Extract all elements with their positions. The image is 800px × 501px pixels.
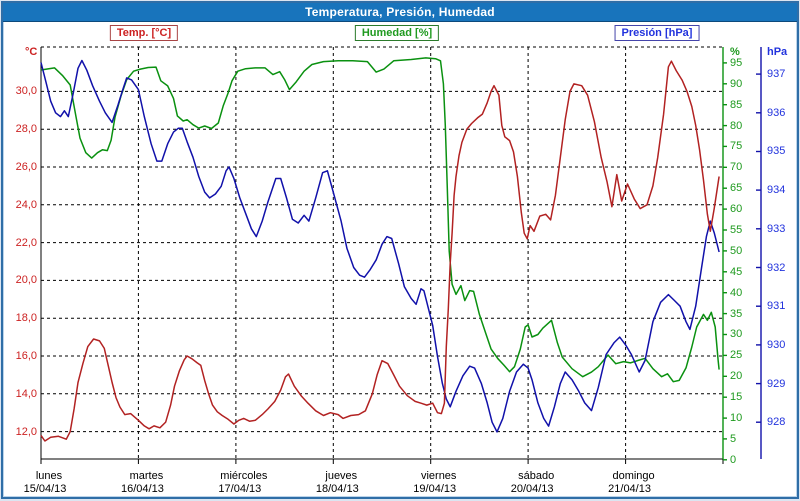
humidity-tick-label: 25	[730, 349, 743, 362]
pressure-tick-label: 929	[767, 377, 786, 390]
window-title: Temperatura, Presión, Humedad	[3, 3, 797, 22]
humidity-axis-unit: %	[730, 46, 740, 58]
humidity-tick-label: 20	[730, 370, 743, 383]
humidity-tick-label: 65	[730, 182, 743, 195]
day-name-label: viernes	[420, 470, 457, 482]
pressure-tick-label: 932	[767, 261, 786, 274]
humidity-tick-label: 30	[730, 328, 743, 341]
pressure-tick-label: 934	[767, 184, 786, 197]
temp-series-line	[40, 60, 720, 442]
temp-axis-unit: °C	[25, 46, 38, 58]
humidity-tick-label: 50	[730, 244, 743, 257]
humidity-tick-label: 40	[730, 286, 743, 299]
legend-temp: Temp. [°C]	[109, 25, 179, 41]
legend-humidity: Humedad [%]	[354, 25, 440, 41]
temp-tick-label: 16,0	[15, 350, 37, 362]
pressure-series-line	[40, 59, 720, 433]
chart-plot-area	[40, 46, 762, 464]
pressure-tick-label: 930	[767, 338, 786, 351]
humidity-tick-label: 0	[730, 453, 737, 466]
temp-tick-label: 26,0	[15, 161, 37, 173]
pressure-tick-label: 936	[767, 106, 786, 119]
day-date-label: 15/04/13	[23, 483, 67, 495]
day-date-label: 20/04/13	[510, 483, 554, 495]
day-name-label: miércoles	[220, 470, 268, 482]
day-date-label: 17/04/13	[218, 483, 262, 495]
pressure-tick-label: 933	[767, 222, 786, 235]
temp-tick-label: 28,0	[15, 123, 37, 136]
day-name-label: martes	[129, 470, 164, 482]
pressure-tick-label: 935	[767, 145, 786, 158]
temp-tick-label: 30,0	[15, 85, 37, 98]
humidity-tick-label: 75	[730, 140, 743, 153]
humidity-tick-label: 15	[730, 391, 743, 404]
pressure-axis-unit: hPa	[767, 46, 788, 58]
legend-pressure: Presión [hPa]	[614, 25, 700, 41]
temp-tick-label: 22,0	[15, 236, 37, 249]
temp-tick-label: 18,0	[15, 312, 37, 325]
temp-tick-label: 20,0	[15, 274, 37, 287]
day-name-label: domingo	[612, 470, 655, 482]
humidity-tick-label: 5	[730, 432, 737, 445]
humidity-tick-label: 85	[730, 98, 743, 111]
pressure-tick-label: 928	[767, 416, 786, 429]
humidity-series-line	[40, 57, 720, 383]
humidity-tick-label: 60	[730, 203, 743, 216]
humidity-tick-label: 35	[730, 307, 743, 320]
temp-tick-label: 12,0	[15, 425, 37, 438]
humidity-tick-label: 70	[730, 161, 743, 174]
day-date-label: 18/04/13	[315, 483, 359, 495]
humidity-tick-label: 10	[730, 412, 743, 425]
day-name-label: jueves	[325, 470, 358, 482]
pressure-tick-label: 931	[767, 300, 786, 313]
day-date-label: 19/04/13	[413, 483, 457, 495]
day-name-label: sábado	[518, 470, 555, 482]
temp-tick-label: 14,0	[15, 387, 37, 400]
humidity-tick-label: 55	[730, 224, 743, 237]
day-name-label: lunes	[35, 470, 63, 482]
humidity-tick-label: 90	[730, 77, 743, 90]
humidity-tick-label: 45	[730, 265, 743, 278]
day-date-label: 21/04/13	[608, 483, 651, 495]
humidity-tick-label: 95	[730, 56, 743, 69]
pressure-tick-label: 937	[767, 68, 786, 81]
temp-tick-label: 24,0	[15, 198, 37, 211]
humidity-tick-label: 80	[730, 119, 743, 132]
day-date-label: 16/04/13	[121, 483, 164, 495]
